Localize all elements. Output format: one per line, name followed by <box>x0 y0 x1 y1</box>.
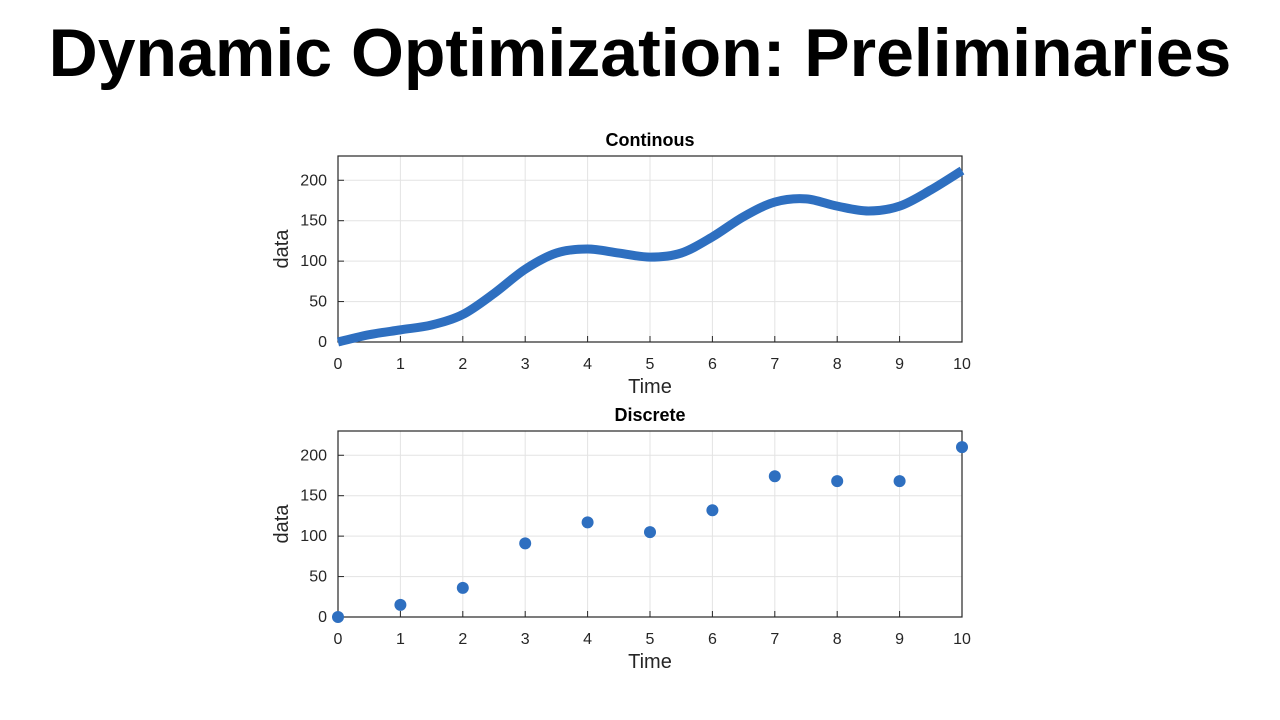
y-axis-label: data <box>271 229 293 269</box>
data-point <box>394 598 407 611</box>
x-tick-label: 3 <box>521 631 530 648</box>
data-point <box>893 475 906 488</box>
x-tick-label: 9 <box>895 631 904 648</box>
x-tick-label: 10 <box>953 356 971 373</box>
x-tick-label: 8 <box>833 356 842 373</box>
axes-box <box>337 430 963 618</box>
data-point <box>456 581 469 594</box>
x-tick-label: 2 <box>458 631 467 648</box>
x-tick-label: 5 <box>646 631 655 648</box>
data-point <box>831 475 844 488</box>
chart-title: Continous <box>606 130 695 150</box>
x-tick-label: 7 <box>770 631 779 648</box>
x-tick-label: 0 <box>334 631 343 648</box>
data-point <box>644 526 656 539</box>
x-tick-label: 9 <box>895 356 904 373</box>
data-point <box>956 441 968 454</box>
x-tick-label: 1 <box>396 631 405 648</box>
x-tick-label: 0 <box>334 356 343 373</box>
data-point <box>706 504 719 517</box>
x-tick-label: 5 <box>646 356 655 373</box>
series-line <box>336 166 965 347</box>
x-tick-label: 2 <box>458 356 467 373</box>
y-tick-label: 50 <box>309 569 327 586</box>
x-tick-label: 3 <box>521 356 530 373</box>
y-tick-label: 200 <box>300 447 327 464</box>
x-tick-label: 7 <box>770 356 779 373</box>
data-point <box>332 611 344 623</box>
slide-title: Dynamic Optimization: Preliminaries <box>48 15 1232 91</box>
data-point <box>768 470 781 483</box>
y-tick-label: 0 <box>318 334 327 351</box>
x-tick-label: 6 <box>708 631 717 648</box>
y-tick-label: 150 <box>300 488 327 505</box>
x-axis-label: Time <box>628 376 672 398</box>
x-tick-label: 8 <box>833 631 842 648</box>
chart-title: Discrete <box>614 405 685 425</box>
y-axis-label: data <box>271 504 293 544</box>
y-tick-label: 100 <box>300 253 327 270</box>
x-tick-label: 4 <box>583 631 592 648</box>
x-tick-label: 4 <box>583 356 592 373</box>
x-tick-label: 10 <box>953 631 971 648</box>
x-axis-label: Time <box>628 651 672 673</box>
axes-box <box>337 155 963 343</box>
y-tick-label: 150 <box>300 213 327 230</box>
x-tick-label: 1 <box>396 356 405 373</box>
y-tick-label: 50 <box>309 294 327 311</box>
data-point <box>581 516 594 529</box>
y-tick-label: 100 <box>300 528 327 545</box>
data-point <box>519 537 532 550</box>
x-tick-label: 6 <box>708 356 717 373</box>
y-tick-label: 0 <box>318 609 327 626</box>
y-tick-label: 200 <box>300 172 327 189</box>
